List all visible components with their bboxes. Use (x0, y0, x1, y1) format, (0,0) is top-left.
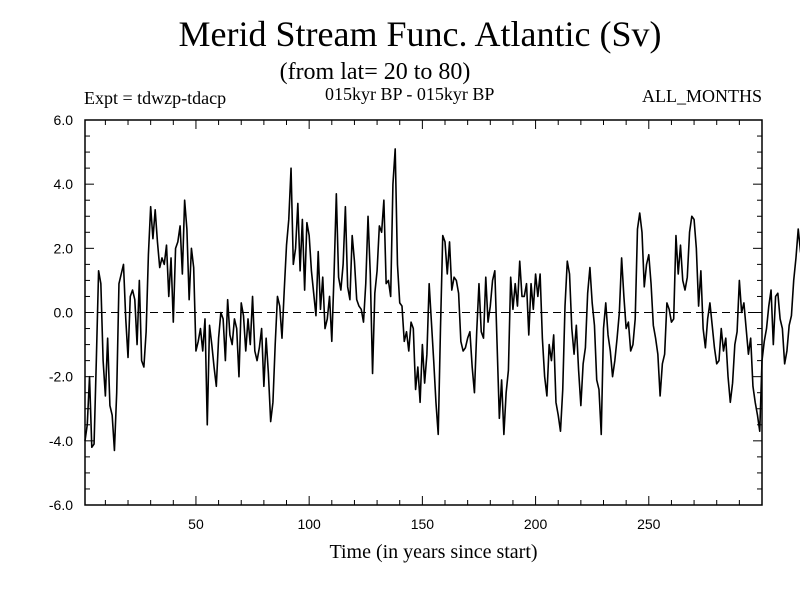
months-label: ALL_MONTHS (642, 86, 762, 106)
x-tick-label: 250 (637, 516, 661, 532)
x-tick-label: 50 (188, 516, 204, 532)
y-tick-label: 0.0 (54, 305, 74, 321)
chart-title: Merid Stream Func. Atlantic (Sv) (178, 14, 662, 54)
tick-labels: 50 100 150 200 250 -6.0 -4.0 -2.0 0.0 2.0 4.0 6.0 (49, 112, 661, 532)
y-tick-label: 4.0 (54, 176, 74, 192)
experiment-label: Expt = tdwzp-tdacp (84, 88, 227, 108)
period-label: 015kyr BP - 015kyr BP (325, 84, 495, 104)
plot-frame (84, 119, 763, 506)
chart-subtitle: (from lat= 20 to 80) (279, 59, 471, 85)
y-tick-label: -4.0 (49, 433, 73, 449)
y-tick-label: 2.0 (54, 240, 74, 256)
x-axis-label: Time (in years since start) (329, 541, 537, 563)
y-tick-label: -2.0 (49, 369, 73, 385)
series-line (84, 148, 800, 452)
x-tick-label: 200 (524, 516, 548, 532)
y-tick-label: 6.0 (54, 112, 74, 128)
x-tick-label: 100 (297, 516, 321, 532)
y-tick-label: -6.0 (49, 497, 73, 513)
x-tick-label: 150 (411, 516, 435, 532)
